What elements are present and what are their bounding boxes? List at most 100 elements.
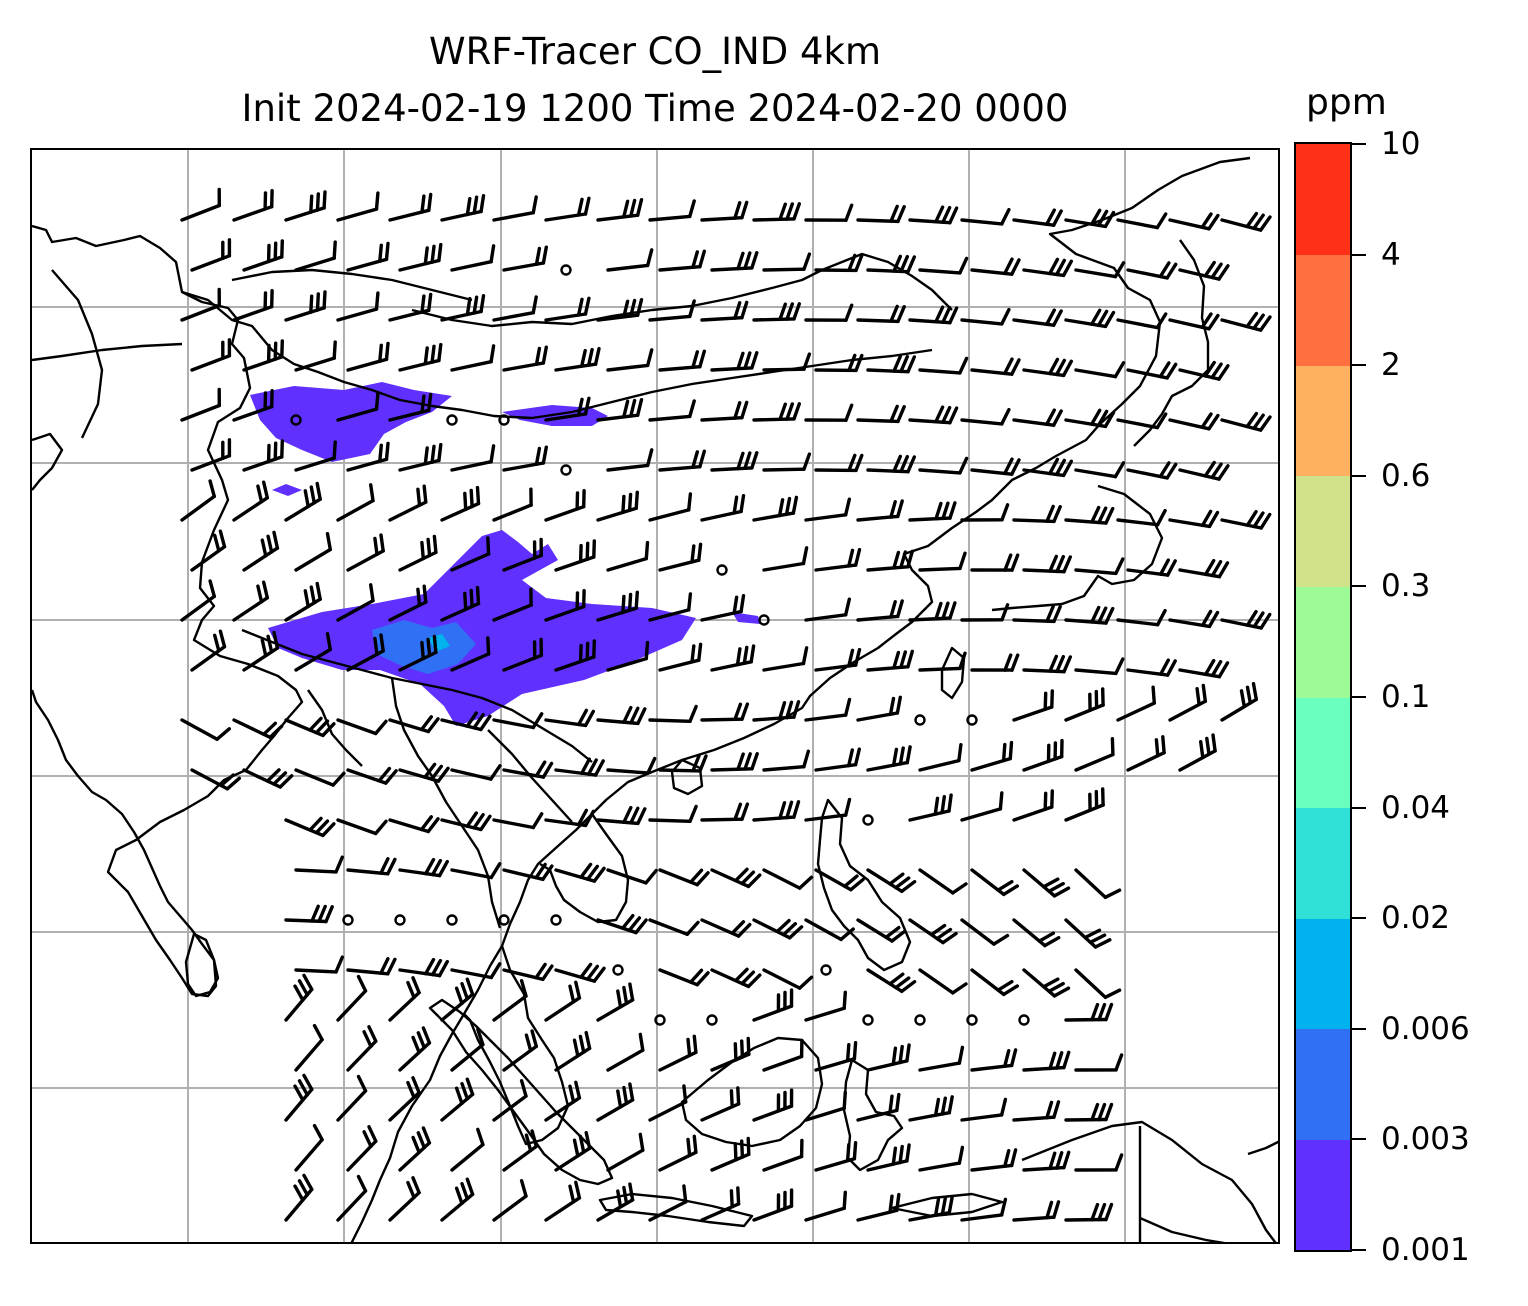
wind-barb-flag	[580, 348, 587, 368]
wind-barb-flag	[1113, 461, 1126, 479]
wind-barb-shaft	[294, 356, 336, 372]
wind-calm-circle	[446, 914, 458, 926]
wind-barb-flag	[1003, 553, 1013, 572]
wind-barb-flag	[905, 1043, 911, 1063]
wind-barb-shaft	[918, 968, 955, 995]
wind-barb-shaft	[294, 1138, 324, 1172]
wind-barb-flag	[628, 1182, 635, 1202]
wind-barb-shaft	[294, 647, 332, 672]
map-title-line-2: Init 2024-02-19 1200 Time 2024-02-20 000…	[241, 87, 1069, 130]
wind-barb-flag	[578, 643, 583, 664]
wind-barb-shaft	[960, 807, 1003, 822]
wind-barb-flag	[386, 957, 397, 976]
wind-barb-flag	[690, 644, 696, 664]
wind-barb-flag	[1052, 986, 1071, 998]
wind-calm-circle	[716, 564, 728, 576]
wind-barb-flag	[1103, 988, 1122, 999]
wind-barb-flag	[421, 1126, 432, 1145]
wind-barb-flag	[889, 304, 899, 323]
wind-barb-flag	[322, 190, 327, 210]
colorbar-tick-label: 0.3	[1381, 568, 1431, 605]
wind-barb-flag	[1258, 215, 1272, 232]
wind-barb-flag	[935, 927, 953, 941]
wind-barb-flag	[742, 645, 749, 665]
wind-barb-shaft	[960, 318, 1004, 326]
colorbar-tick-label: 2	[1381, 347, 1401, 384]
wind-barb-shaft	[450, 768, 493, 781]
wind-barb-flag	[378, 443, 383, 463]
wind-barb-shaft	[294, 768, 335, 787]
wind-barb-flag	[1151, 685, 1157, 705]
wind-barb-flag	[374, 191, 380, 211]
wind-barb-flag	[900, 980, 917, 993]
wind-barb-flag	[1088, 933, 1107, 944]
wind-barb-flag	[888, 1094, 894, 1114]
coastline-taiwan	[940, 646, 966, 700]
wind-barb-shaft	[762, 367, 806, 372]
wind-barb-flag	[312, 1023, 324, 1042]
wind-barb-flag	[941, 206, 952, 224]
wind-barb-flag	[888, 972, 905, 986]
wind-barb-flag	[315, 581, 322, 601]
wind-barb-flag	[261, 480, 270, 500]
wind-barb-flag	[1089, 208, 1102, 226]
wind-barb-flag	[733, 702, 743, 721]
wind-barb-flag	[844, 403, 854, 422]
wind-barb-flag	[1104, 1002, 1114, 1022]
wind-barb-flag	[691, 450, 699, 469]
wind-barb-flag	[334, 855, 344, 874]
wind-barb-flag	[1054, 458, 1067, 477]
wind-barb-flag	[691, 250, 699, 270]
wind-barb-flag	[585, 541, 590, 561]
wind-barb-shaft	[1074, 268, 1118, 279]
colorbar-band	[1296, 697, 1350, 809]
wind-barb-flag	[302, 1073, 314, 1092]
wind-barb-flag	[689, 968, 704, 984]
wind-barb-flag	[367, 1025, 378, 1043]
wind-barb-flag	[406, 1080, 416, 1100]
wind-calm-circle	[966, 1014, 978, 1026]
wind-barb-flag	[476, 1127, 485, 1147]
wind-barb-flag	[947, 1195, 954, 1215]
wind-barb-flag	[740, 870, 756, 886]
wind-barb-shaft	[180, 403, 222, 422]
wind-barb-flag	[1062, 655, 1073, 674]
wind-barb-flag	[845, 1043, 851, 1063]
wind-barb-flag	[373, 536, 379, 556]
wind-barb-flag	[541, 345, 548, 365]
wind-barb-flag	[906, 649, 914, 669]
wind-barb-flag	[1217, 464, 1230, 481]
coastline-china-east	[591, 156, 1251, 815]
wind-barb-shaft	[1074, 868, 1108, 899]
wind-barb-flag	[785, 700, 794, 720]
wind-barb-flag	[583, 296, 591, 316]
coastline-java	[598, 1192, 754, 1228]
coastline-india	[32, 224, 304, 998]
wind-barb-flag	[419, 815, 433, 832]
wind-barb-flag	[303, 489, 310, 509]
wind-barb-flag	[792, 700, 801, 719]
wind-barb-shaft	[450, 359, 493, 372]
wind-barb-shaft	[762, 661, 806, 672]
colorbar-unit: ppm	[1306, 82, 1387, 123]
wind-barb-flag	[469, 488, 474, 509]
wind-barb-flag	[746, 1036, 751, 1056]
wind-barb-flag	[261, 580, 270, 600]
wind-barb-shaft	[918, 758, 961, 772]
wind-barb-flag	[646, 248, 654, 268]
wind-barb-flag	[1203, 260, 1216, 278]
wind-barb-flag	[1008, 740, 1014, 761]
wind-barb-flag	[592, 966, 606, 983]
wind-barb-flag	[293, 1084, 305, 1102]
wind-barb-flag	[314, 719, 330, 735]
wind-barb-flag	[750, 250, 759, 270]
wind-calm-circle	[394, 914, 406, 926]
wind-barb-flag	[293, 984, 305, 1002]
wind-barb-flag	[688, 299, 696, 319]
coastline-sri-lanka	[184, 932, 220, 998]
wind-barb-flag	[686, 1037, 692, 1058]
wind-barb-flag	[1217, 364, 1230, 381]
wind-barb-flag	[1090, 1202, 1100, 1222]
colorbar-band	[1296, 918, 1350, 1030]
wind-barb-flag	[1010, 1148, 1018, 1168]
